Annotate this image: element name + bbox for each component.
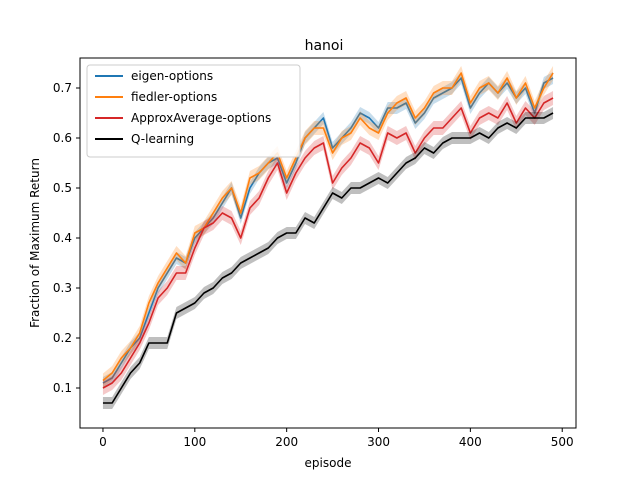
legend-label: fiedler-options: [131, 90, 217, 104]
y-tick-label: 0.4: [53, 231, 72, 245]
y-tick-label: 0.7: [53, 81, 72, 95]
x-tick-label: 100: [183, 435, 206, 449]
eigen-options-line: [102, 77, 554, 384]
legend-label: eigen-options: [131, 69, 213, 83]
x-tick-label: 200: [275, 435, 298, 449]
plot-area: [102, 66, 554, 409]
y-tick-label: 0.5: [53, 181, 72, 195]
y-tick-label: 0.1: [53, 381, 72, 395]
y-tick-label: 0.6: [53, 131, 72, 145]
plot-frame: [79, 57, 577, 429]
y-tick-label: 0.2: [53, 331, 72, 345]
legend-label: Q-learning: [131, 132, 194, 146]
q-learning-line: [102, 112, 554, 404]
y-axis: 0.1 0.2 0.3 0.4 0.5 0.6 0.7: [53, 81, 80, 395]
x-tick-label: 400: [459, 435, 482, 449]
fiedler-options-line: [102, 72, 554, 382]
legend-box: [86, 64, 301, 158]
x-axis-label: episode: [305, 456, 352, 470]
x-tick-label: 0: [99, 435, 107, 449]
legend: eigen-options fiedler-options ApproxAverag…: [86, 64, 301, 158]
approxaverage-options-line: [102, 97, 554, 389]
y-tick-label: 0.3: [53, 281, 72, 295]
x-tick-label: 300: [367, 435, 390, 449]
legend-label: ApproxAverage-options: [131, 111, 271, 125]
chart-title: hanoi: [305, 38, 344, 54]
y-axis-label: Fraction of Maximum Return: [28, 158, 42, 328]
x-axis: 0 100 200 300 400 500: [99, 428, 574, 449]
x-tick-label: 500: [551, 435, 574, 449]
